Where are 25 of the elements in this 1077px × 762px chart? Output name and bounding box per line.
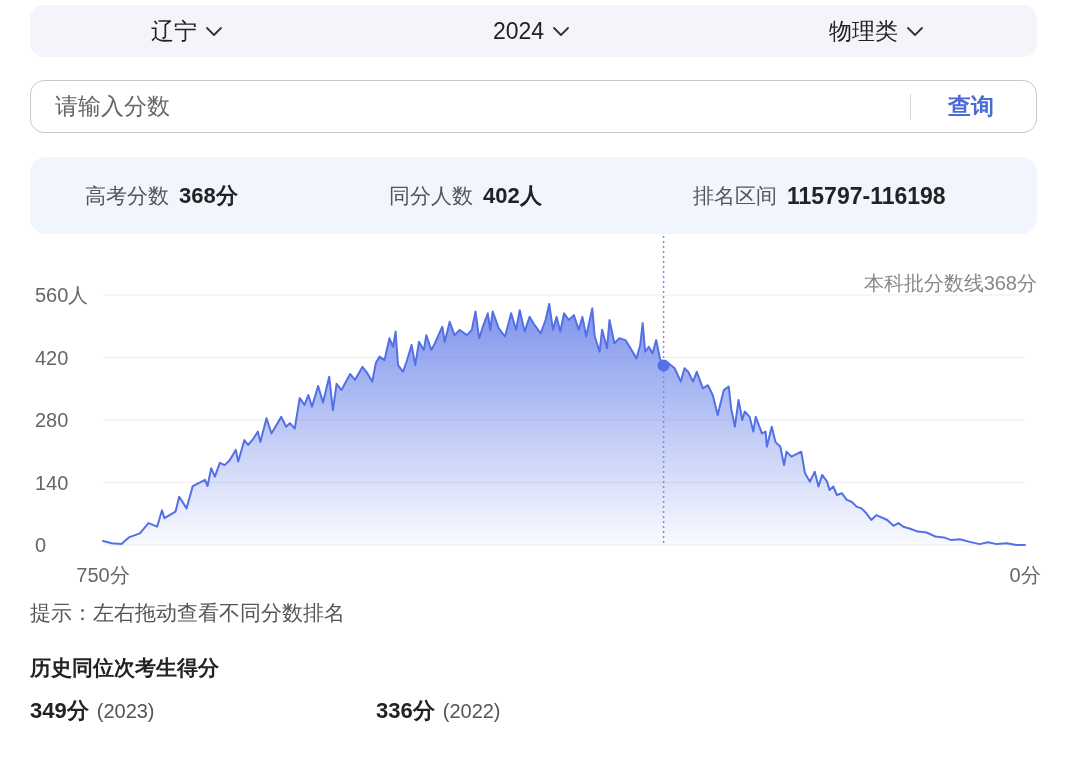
text: (2022) (442, 699, 501, 723)
text: 2024 (492, 17, 545, 45)
text: 历史同位次考生得分 (30, 655, 219, 681)
y-tick-label: 280 (35, 409, 69, 431)
y-tick-label: 0 (35, 534, 47, 556)
x-tick-label: 750分 (76, 564, 130, 586)
text: 提示：左右拖动查看不同分数排名 (30, 600, 345, 626)
text: 本科批分数线368分 (863, 272, 1037, 294)
y-tick-label: 420 (35, 346, 69, 369)
text: 同分人数 (389, 183, 473, 209)
text: 402人 (483, 182, 542, 210)
text: 349分 (30, 697, 89, 725)
text: 336分 (376, 697, 435, 725)
y-tick-label: 140 (35, 471, 69, 494)
text: 排名区间 (693, 183, 777, 209)
text: 115797-116198 (787, 182, 946, 210)
text: 物理类 (829, 16, 898, 46)
text: 请输入分数 (55, 91, 170, 121)
y-tick-label: 560人 (35, 284, 89, 306)
text: 辽宁 (150, 16, 197, 46)
text: 高考分数 (85, 183, 169, 209)
x-tick-label: 0分 (1009, 564, 1041, 586)
text: 查询 (948, 91, 994, 121)
text: 368分 (179, 182, 238, 210)
text: (2023) (96, 699, 155, 723)
